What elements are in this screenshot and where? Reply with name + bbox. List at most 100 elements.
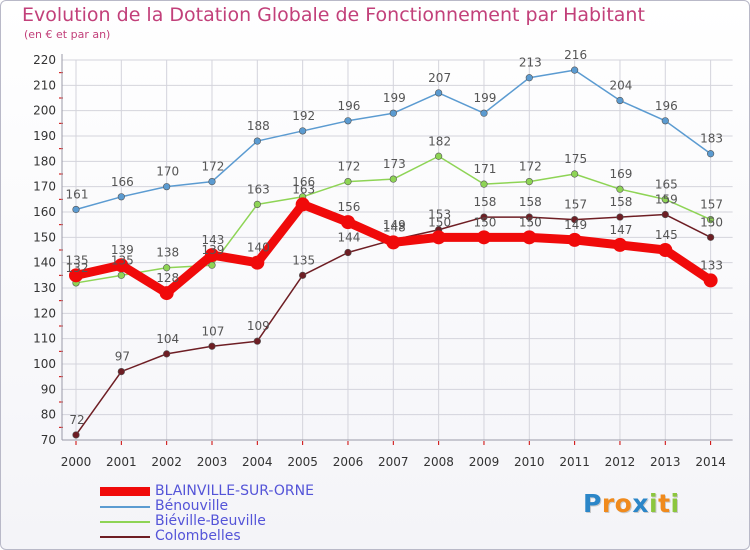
data-label: 138: [156, 246, 179, 260]
data-label: 153: [428, 208, 451, 222]
data-label: 192: [292, 109, 315, 123]
x-tick-label: 2007: [378, 455, 409, 469]
data-point: [389, 175, 397, 183]
y-tick-label: 220: [33, 53, 56, 67]
data-label: 140: [247, 241, 270, 255]
y-tick-label: 110: [33, 332, 56, 346]
data-label: 199: [383, 91, 406, 105]
x-tick-label: 2003: [197, 455, 228, 469]
data-label: 182: [428, 134, 451, 148]
data-label: 199: [474, 91, 497, 105]
data-label: 158: [474, 195, 497, 209]
data-label: 196: [655, 99, 678, 113]
data-point: [163, 264, 171, 272]
data-label: 150: [700, 215, 723, 229]
y-tick-label: 200: [33, 104, 56, 118]
x-tick-label: 2014: [695, 455, 726, 469]
y-tick-label: 190: [33, 129, 56, 143]
data-label: 216: [564, 48, 587, 62]
data-point: [340, 215, 355, 230]
data-label: 207: [428, 71, 451, 85]
legend-label: Colombelles: [155, 528, 241, 544]
data-point: [480, 180, 488, 188]
data-label: 172: [519, 160, 542, 174]
data-point: [567, 232, 582, 247]
legend-label: Biéville-Beuville: [155, 513, 266, 529]
data-point: [117, 271, 125, 279]
chart-subtitle: (en € et par an): [24, 28, 111, 41]
data-point: [299, 127, 307, 135]
data-point: [253, 337, 261, 345]
data-point: [431, 230, 446, 245]
y-tick-label: 170: [33, 180, 56, 194]
logo-letter: x: [632, 489, 649, 518]
data-point: [571, 170, 579, 178]
data-point: [707, 216, 715, 224]
y-tick-label: 160: [33, 205, 56, 219]
data-point: [616, 213, 624, 221]
data-label: 166: [292, 175, 315, 189]
x-tick-label: 2008: [423, 455, 454, 469]
data-point: [707, 233, 715, 241]
data-point: [661, 195, 669, 203]
data-label: 109: [247, 319, 270, 333]
data-label: 104: [156, 332, 179, 346]
data-label: 135: [111, 253, 134, 267]
data-point: [525, 74, 533, 82]
data-label: 163: [292, 182, 315, 196]
data-point: [571, 66, 579, 74]
y-tick-label: 120: [33, 306, 56, 320]
data-point: [163, 183, 171, 191]
proxiti-logo: Proxiti: [583, 489, 680, 518]
data-label: 157: [564, 198, 587, 212]
data-label: 135: [66, 253, 89, 267]
data-label: 183: [700, 132, 723, 146]
data-label: 147: [610, 223, 633, 237]
data-point: [480, 109, 488, 117]
data-label: 170: [156, 165, 179, 179]
data-label: 145: [655, 228, 678, 242]
x-tick-label: 2011: [559, 455, 590, 469]
data-label: 166: [111, 175, 134, 189]
x-tick-label: 2006: [333, 455, 364, 469]
data-label: 156: [338, 200, 361, 214]
data-label: 169: [610, 167, 633, 181]
data-label: 135: [292, 253, 315, 267]
legend-swatch: [100, 506, 150, 508]
data-point: [117, 368, 125, 376]
data-point: [525, 213, 533, 221]
data-point: [295, 197, 310, 212]
x-tick-label: 2009: [469, 455, 500, 469]
data-labels: 161 166 170 172 188 192 196 199 207 199 213 216 204 1…: [66, 48, 724, 427]
data-point: [386, 235, 401, 250]
data-point: [72, 205, 80, 214]
data-label: 72: [69, 413, 84, 427]
data-point: [435, 89, 443, 97]
y-tick-label: 150: [33, 230, 56, 244]
data-label: 150: [519, 215, 542, 229]
data-point: [661, 117, 669, 125]
logo-letter: i: [670, 489, 680, 518]
data-point: [253, 200, 261, 208]
data-point: [204, 248, 219, 263]
chart-title: Evolution de la Dotation Globale de Fonc…: [22, 4, 645, 26]
data-point: [72, 431, 80, 439]
y-tick-label: 180: [33, 154, 56, 168]
y-tick-label: 70: [41, 433, 56, 447]
data-label: 172: [338, 160, 361, 174]
y-tick-label: 140: [33, 256, 56, 270]
data-label: 143: [202, 233, 225, 247]
data-point: [435, 152, 443, 160]
data-point: [344, 178, 352, 186]
y-tick-label: 100: [33, 357, 56, 371]
data-point: [522, 230, 537, 245]
data-point: [616, 96, 624, 105]
data-point: [616, 185, 624, 193]
data-label: 107: [202, 324, 225, 338]
x-tick-label: 2001: [106, 455, 137, 469]
data-label: 161: [66, 187, 89, 201]
y-tick-label: 90: [41, 382, 56, 396]
data-label: 165: [655, 177, 678, 191]
logo-letter: o: [614, 489, 633, 518]
data-label: 150: [474, 215, 497, 229]
